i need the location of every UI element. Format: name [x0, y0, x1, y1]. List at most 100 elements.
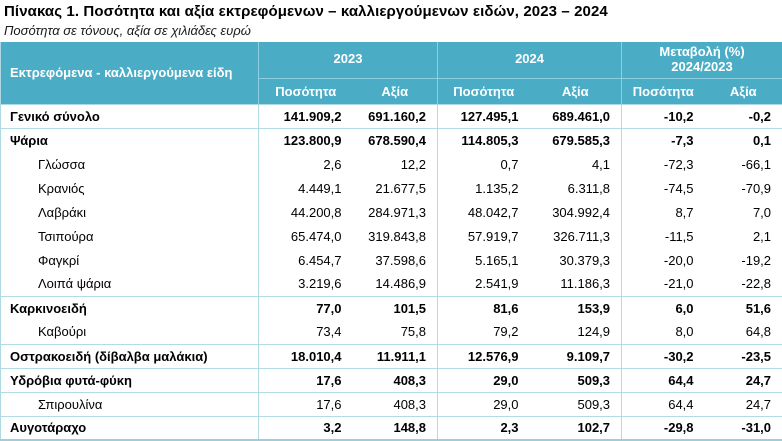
value-cell: -21,0	[622, 272, 705, 296]
year-2024-label: 2024	[438, 52, 621, 67]
value-cell: 64,8	[705, 320, 782, 344]
value-cell: 101,5	[353, 296, 438, 320]
value-cell: 127.495,1	[438, 104, 530, 128]
value-cell: 57.919,7	[438, 224, 530, 248]
year-2023-label: 2023	[259, 52, 437, 67]
value-cell: 148,8	[353, 416, 438, 440]
value-cell: 81,6	[438, 296, 530, 320]
value-cell: 124,9	[530, 320, 622, 344]
species-cell: Τσιπούρα	[1, 224, 259, 248]
value-cell: 2.541,9	[438, 272, 530, 296]
value-cell: 77,0	[259, 296, 353, 320]
value-cell: 17,6	[259, 368, 353, 392]
value-cell: 123.800,9	[259, 128, 353, 152]
value-cell: 3,2	[259, 416, 353, 440]
value-cell: 3.219,6	[259, 272, 353, 296]
species-cell: Γενικό σύνολο	[1, 104, 259, 128]
species-cell: Φαγκρί	[1, 248, 259, 272]
value-cell: 114.805,3	[438, 128, 530, 152]
value-cell: 79,2	[438, 320, 530, 344]
value-cell: -74,5	[622, 176, 705, 200]
species-cell: Σπιρουλίνα	[1, 392, 259, 416]
value-cell: -72,3	[622, 152, 705, 176]
value-cell: 30.379,3	[530, 248, 622, 272]
value-cell: -19,2	[705, 248, 782, 272]
value-cell: 65.474,0	[259, 224, 353, 248]
value-2024-header: Αξία	[530, 78, 622, 104]
value-cell: 2,1	[705, 224, 782, 248]
value-cell: 12,2	[353, 152, 438, 176]
species-cell: Γλώσσα	[1, 152, 259, 176]
value-cell: -22,8	[705, 272, 782, 296]
species-cell: Λοιπά ψάρια	[1, 272, 259, 296]
year-2024-header: 2024	[438, 42, 622, 78]
value-cell: 4.449,1	[259, 176, 353, 200]
value-cell: 29,0	[438, 368, 530, 392]
value-cell: 326.711,3	[530, 224, 622, 248]
value-cell: 408,3	[353, 392, 438, 416]
value-cell: 102,7	[530, 416, 622, 440]
quantity-2023-header: Ποσότητα	[259, 78, 353, 104]
change-percent-header: Μεταβολή (%)2024/2023	[622, 42, 782, 78]
value-cell: 0,7	[438, 152, 530, 176]
change-percent-label-line2: 2024/2023	[622, 60, 782, 75]
table-header: Εκτρεφόμενα - καλλιεργούμενα είδη 2023 2…	[1, 42, 782, 104]
value-cell: 284.971,3	[353, 200, 438, 224]
value-cell: 6,0	[622, 296, 705, 320]
value-cell: 24,7	[705, 368, 782, 392]
value-cell: -70,9	[705, 176, 782, 200]
year-2023-header: 2023	[259, 42, 438, 78]
value-cell: 6.454,7	[259, 248, 353, 272]
value-cell: 2,6	[259, 152, 353, 176]
value-cell: 37.598,6	[353, 248, 438, 272]
value-cell: 48.042,7	[438, 200, 530, 224]
species-cell: Υδρόβια φυτά-φύκη	[1, 368, 259, 392]
value-cell: -66,1	[705, 152, 782, 176]
value-cell: 509,3	[530, 368, 622, 392]
value-cell: 6.311,8	[530, 176, 622, 200]
species-cell: Αυγοτάραχο	[1, 416, 259, 440]
value-cell: 75,8	[353, 320, 438, 344]
value-change-header: Αξία	[705, 78, 782, 104]
value-cell: 689.461,0	[530, 104, 622, 128]
species-cell: Καβούρι	[1, 320, 259, 344]
value-cell: 679.585,3	[530, 128, 622, 152]
value-cell: 51,6	[705, 296, 782, 320]
change-percent-label: Μεταβολή (%)	[622, 45, 782, 60]
quantity-change-header: Ποσότητα	[622, 78, 705, 104]
species-column-header: Εκτρεφόμενα - καλλιεργούμενα είδη	[1, 42, 259, 104]
value-cell: 408,3	[353, 368, 438, 392]
value-cell: 29,0	[438, 392, 530, 416]
value-cell: -31,0	[705, 416, 782, 440]
value-cell: 11.911,1	[353, 344, 438, 368]
value-cell: 64,4	[622, 368, 705, 392]
value-cell: 4,1	[530, 152, 622, 176]
species-cell: Κρανιός	[1, 176, 259, 200]
table-title: Πίνακας 1. Ποσότητα και αξία εκτρεφόμενω…	[0, 0, 782, 20]
value-cell: -30,2	[622, 344, 705, 368]
value-cell: 21.677,5	[353, 176, 438, 200]
value-cell: 0,1	[705, 128, 782, 152]
value-cell: 9.109,7	[530, 344, 622, 368]
value-cell: 1.135,2	[438, 176, 530, 200]
value-cell: 44.200,8	[259, 200, 353, 224]
value-cell: 8,0	[622, 320, 705, 344]
value-cell: -23,5	[705, 344, 782, 368]
value-cell: -11,5	[622, 224, 705, 248]
value-cell: 304.992,4	[530, 200, 622, 224]
value-cell: 73,4	[259, 320, 353, 344]
value-cell: -10,2	[622, 104, 705, 128]
value-cell: 691.160,2	[353, 104, 438, 128]
species-cell: Λαβράκι	[1, 200, 259, 224]
value-cell: 14.486,9	[353, 272, 438, 296]
